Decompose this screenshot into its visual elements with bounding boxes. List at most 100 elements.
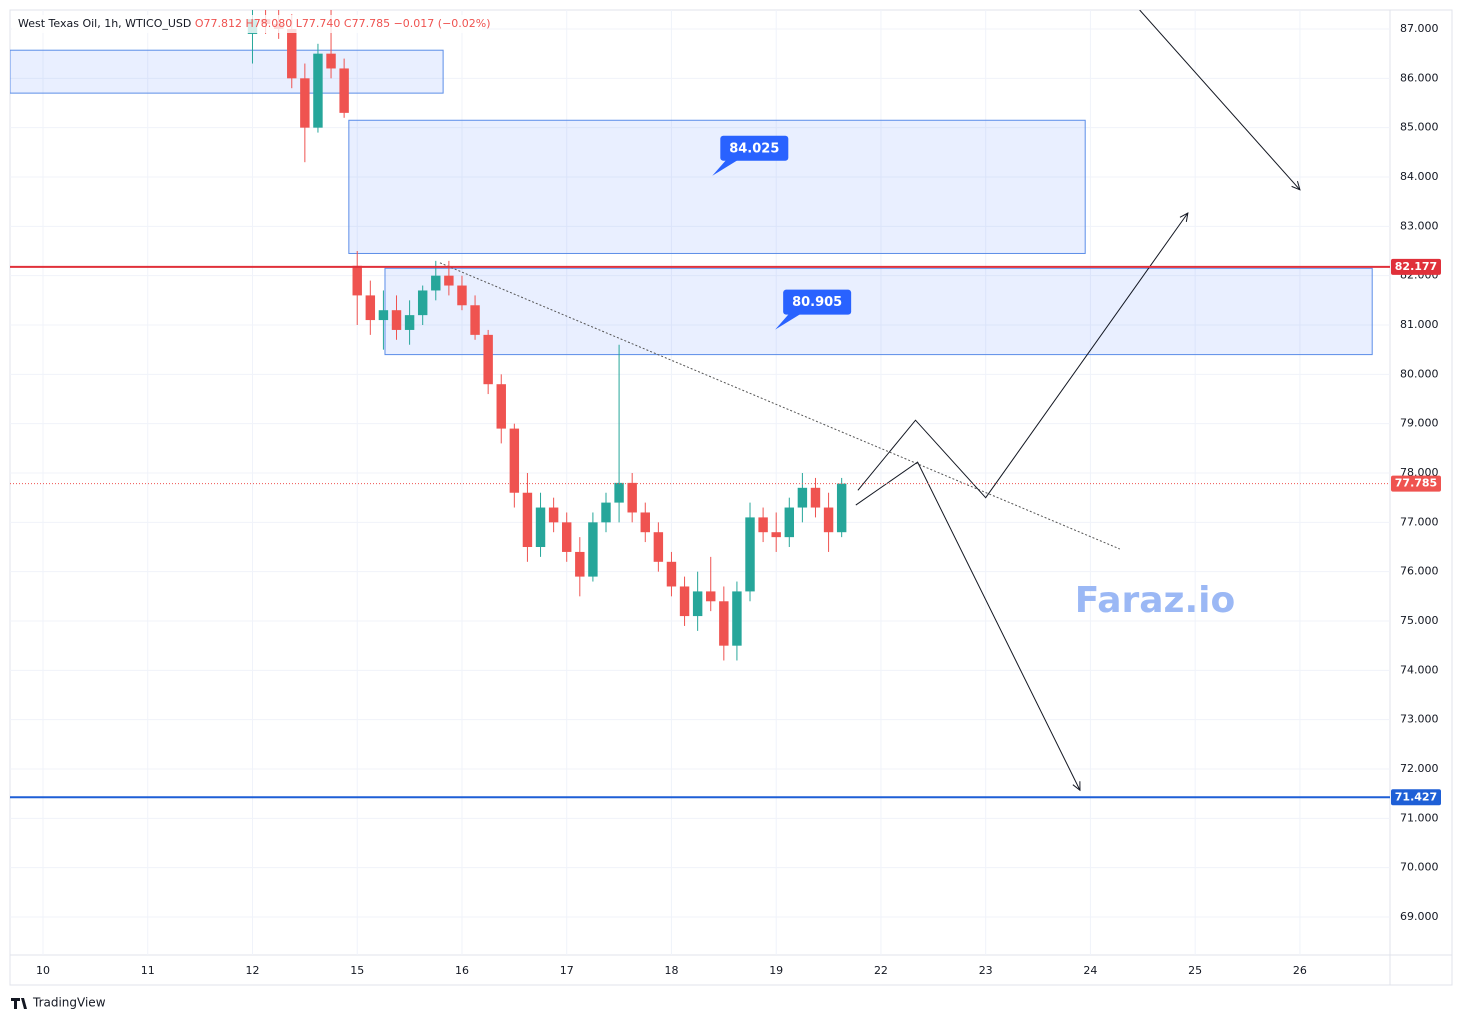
x-tick-label: 23	[979, 964, 993, 977]
x-tick-label: 18	[664, 964, 678, 977]
legend-ohlc: C77.785	[344, 17, 390, 30]
x-tick-label: 10	[36, 964, 50, 977]
candle-body	[784, 507, 795, 538]
candle-body	[404, 315, 415, 330]
legend: West Texas Oil, 1h, WTICO_USD O77.812 H7…	[18, 17, 491, 30]
price-tag-bg	[1391, 258, 1441, 275]
candle-body	[417, 290, 428, 316]
y-tick-label: 72.000	[1400, 762, 1439, 775]
candle-body	[562, 522, 572, 552]
candle-body	[548, 507, 559, 523]
candle-body	[391, 310, 402, 330]
callout-box	[783, 289, 852, 315]
candle-body	[588, 522, 598, 577]
trendline	[439, 262, 1120, 550]
price-tag-bg	[1391, 789, 1441, 806]
arrow-head	[1291, 181, 1301, 191]
legend-ohlc: −0.017 (−0.02%)	[394, 17, 491, 30]
candle-body	[745, 517, 755, 592]
watermark: Faraz.io	[1075, 580, 1236, 621]
legend-ohlc: L77.740	[296, 17, 341, 30]
callout-box	[720, 135, 789, 161]
candle-body	[313, 53, 323, 128]
candle-body	[836, 483, 847, 533]
candle-body	[653, 532, 664, 562]
candle-body	[797, 487, 808, 508]
x-tick-label: 26	[1293, 964, 1307, 977]
y-tick-label: 77.000	[1400, 515, 1439, 528]
candle-body	[470, 305, 480, 335]
price-tag: 82.177	[1395, 260, 1437, 273]
candle-body	[679, 586, 690, 617]
candle-body	[378, 310, 389, 321]
y-tick-label: 87.000	[1400, 22, 1439, 35]
x-tick-label: 11	[141, 964, 155, 977]
price-tag: 77.785	[1395, 477, 1437, 490]
candle-body	[522, 492, 533, 548]
chart-frame	[9, 9, 1453, 986]
x-tick-label: 12	[245, 964, 259, 977]
y-tick-label: 81.000	[1400, 318, 1439, 331]
legend-bg	[12, 15, 482, 33]
y-tick-label: 75.000	[1400, 614, 1439, 627]
y-tick-label: 86.000	[1400, 71, 1439, 84]
x-tick-label: 24	[1083, 964, 1097, 977]
candle-body	[444, 275, 454, 286]
callout-label: 80.905	[792, 295, 842, 310]
legend-ohlc: O77.812	[195, 17, 242, 30]
x-tick-label: 17	[560, 964, 574, 977]
projection-arrow	[1139, 10, 1301, 191]
candle-body	[810, 487, 821, 508]
candle-body	[823, 507, 834, 533]
zone	[384, 267, 1373, 356]
y-tick-label: 73.000	[1400, 713, 1439, 726]
arrow-head	[1179, 212, 1189, 222]
y-tick-label: 83.000	[1400, 219, 1439, 232]
candle-body	[483, 334, 493, 385]
y-tick-label: 80.000	[1400, 367, 1439, 380]
candle-body	[627, 482, 637, 513]
brand-name: TradingView	[32, 996, 106, 1010]
candle-body	[666, 561, 677, 587]
brand: TradingView	[11, 996, 106, 1010]
callout-label: 84.025	[729, 141, 779, 156]
projection-arrow	[855, 461, 1081, 791]
y-tick-label: 85.000	[1400, 121, 1439, 134]
x-tick-label: 25	[1188, 964, 1202, 977]
candle-body	[614, 482, 624, 503]
candle-body	[692, 591, 703, 617]
x-tick-label: 19	[769, 964, 783, 977]
x-tick-label: 22	[874, 964, 888, 977]
y-tick-label: 69.000	[1400, 910, 1439, 923]
legend-title: West Texas Oil, 1h, WTICO_USD	[18, 17, 191, 30]
candle-body	[575, 551, 585, 577]
zone	[348, 119, 1086, 254]
zone	[10, 49, 444, 94]
y-tick-label: 70.000	[1400, 861, 1439, 874]
candle-body	[535, 507, 546, 548]
x-tick-label: 16	[455, 964, 469, 977]
candle-body	[365, 295, 376, 321]
candle-body	[758, 517, 768, 533]
projection-arrow	[857, 212, 1189, 499]
x-tick-label: 15	[350, 964, 364, 977]
candle-body	[457, 285, 467, 306]
y-tick-label: 79.000	[1400, 417, 1439, 430]
brand-logo	[11, 998, 27, 1009]
candle-body	[339, 68, 349, 113]
candle-body	[287, 28, 297, 79]
price-tag-bg	[1391, 475, 1441, 492]
candle-body	[300, 78, 310, 128]
callout-pointer	[712, 159, 739, 176]
candle-body	[719, 601, 729, 646]
candle-body	[640, 512, 650, 533]
candle-body	[352, 265, 362, 296]
callout-pointer	[775, 313, 802, 330]
candle-body	[601, 502, 611, 523]
candle-body	[431, 275, 441, 291]
y-tick-label: 76.000	[1400, 565, 1439, 578]
candle-body	[732, 591, 742, 646]
candle-body	[771, 532, 781, 538]
candle-body	[706, 591, 716, 602]
